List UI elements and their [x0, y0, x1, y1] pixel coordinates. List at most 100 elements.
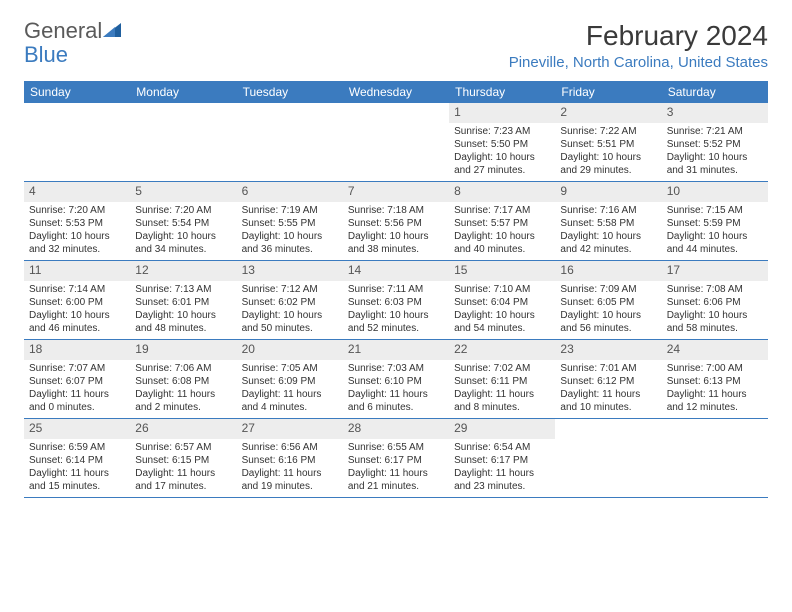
day-details: Sunrise: 7:23 AMSunset: 5:50 PMDaylight:… — [449, 123, 555, 181]
day-number: 26 — [130, 419, 236, 439]
day-number: 28 — [343, 419, 449, 439]
calendar-cell — [555, 419, 661, 497]
sunrise-line: Sunrise: 6:56 AM — [242, 441, 338, 454]
day-details: Sunrise: 6:54 AMSunset: 6:17 PMDaylight:… — [449, 439, 555, 497]
calendar-cell: 14Sunrise: 7:11 AMSunset: 6:03 PMDayligh… — [343, 261, 449, 339]
sunset-line: Sunset: 5:58 PM — [560, 217, 656, 230]
calendar-row: 4Sunrise: 7:20 AMSunset: 5:53 PMDaylight… — [24, 182, 768, 261]
sunrise-line: Sunrise: 7:20 AM — [29, 204, 125, 217]
calendar-cell — [662, 419, 768, 497]
daylight-line: Daylight: 10 hours and 48 minutes. — [135, 309, 231, 335]
day-number: 9 — [555, 182, 661, 202]
sunset-line: Sunset: 6:01 PM — [135, 296, 231, 309]
calendar-cell: 29Sunrise: 6:54 AMSunset: 6:17 PMDayligh… — [449, 419, 555, 497]
day-number: 14 — [343, 261, 449, 281]
sunset-line: Sunset: 5:53 PM — [29, 217, 125, 230]
daylight-line: Daylight: 10 hours and 46 minutes. — [29, 309, 125, 335]
logo-sail-icon — [103, 23, 123, 44]
daylight-line: Daylight: 11 hours and 6 minutes. — [348, 388, 444, 414]
logo-text-wrap: General Blue — [24, 20, 123, 67]
daylight-line: Daylight: 11 hours and 23 minutes. — [454, 467, 550, 493]
calendar-table: SundayMondayTuesdayWednesdayThursdayFrid… — [24, 81, 768, 498]
day-details: Sunrise: 7:09 AMSunset: 6:05 PMDaylight:… — [555, 281, 661, 339]
calendar-cell: 25Sunrise: 6:59 AMSunset: 6:14 PMDayligh… — [24, 419, 130, 497]
daylight-line: Daylight: 10 hours and 34 minutes. — [135, 230, 231, 256]
sunset-line: Sunset: 6:08 PM — [135, 375, 231, 388]
sunrise-line: Sunrise: 7:16 AM — [560, 204, 656, 217]
sunrise-line: Sunrise: 7:17 AM — [454, 204, 550, 217]
weekday-header: Tuesday — [237, 81, 343, 103]
day-number: 24 — [662, 340, 768, 360]
day-number: 18 — [24, 340, 130, 360]
sunset-line: Sunset: 5:59 PM — [667, 217, 763, 230]
calendar-row: 11Sunrise: 7:14 AMSunset: 6:00 PMDayligh… — [24, 261, 768, 340]
day-details: Sunrise: 7:19 AMSunset: 5:55 PMDaylight:… — [237, 202, 343, 260]
day-details: Sunrise: 7:08 AMSunset: 6:06 PMDaylight:… — [662, 281, 768, 339]
sunrise-line: Sunrise: 7:18 AM — [348, 204, 444, 217]
sunrise-line: Sunrise: 7:09 AM — [560, 283, 656, 296]
daylight-line: Daylight: 10 hours and 56 minutes. — [560, 309, 656, 335]
daylight-line: Daylight: 10 hours and 42 minutes. — [560, 230, 656, 256]
sunrise-line: Sunrise: 7:05 AM — [242, 362, 338, 375]
day-details: Sunrise: 7:13 AMSunset: 6:01 PMDaylight:… — [130, 281, 236, 339]
day-details: Sunrise: 7:10 AMSunset: 6:04 PMDaylight:… — [449, 281, 555, 339]
calendar-cell: 28Sunrise: 6:55 AMSunset: 6:17 PMDayligh… — [343, 419, 449, 497]
sunset-line: Sunset: 6:15 PM — [135, 454, 231, 467]
day-number: 6 — [237, 182, 343, 202]
sunrise-line: Sunrise: 7:14 AM — [29, 283, 125, 296]
sunrise-line: Sunrise: 7:08 AM — [667, 283, 763, 296]
calendar-header-row: SundayMondayTuesdayWednesdayThursdayFrid… — [24, 81, 768, 103]
day-number: 20 — [237, 340, 343, 360]
sunrise-line: Sunrise: 7:22 AM — [560, 125, 656, 138]
day-details: Sunrise: 6:55 AMSunset: 6:17 PMDaylight:… — [343, 439, 449, 497]
sunrise-line: Sunrise: 7:20 AM — [135, 204, 231, 217]
page-header: General Blue February 2024 Pineville, No… — [24, 20, 768, 71]
calendar-body: 1Sunrise: 7:23 AMSunset: 5:50 PMDaylight… — [24, 103, 768, 498]
daylight-line: Daylight: 11 hours and 4 minutes. — [242, 388, 338, 414]
day-number: 27 — [237, 419, 343, 439]
sunrise-line: Sunrise: 7:10 AM — [454, 283, 550, 296]
day-details: Sunrise: 7:06 AMSunset: 6:08 PMDaylight:… — [130, 360, 236, 418]
weekday-header: Thursday — [449, 81, 555, 103]
daylight-line: Daylight: 10 hours and 40 minutes. — [454, 230, 550, 256]
day-number: 29 — [449, 419, 555, 439]
weekday-header: Saturday — [662, 81, 768, 103]
day-details: Sunrise: 7:14 AMSunset: 6:00 PMDaylight:… — [24, 281, 130, 339]
sunset-line: Sunset: 5:54 PM — [135, 217, 231, 230]
calendar-cell: 22Sunrise: 7:02 AMSunset: 6:11 PMDayligh… — [449, 340, 555, 418]
daylight-line: Daylight: 10 hours and 36 minutes. — [242, 230, 338, 256]
brand-part1: General — [24, 18, 102, 43]
sunrise-line: Sunrise: 6:55 AM — [348, 441, 444, 454]
sunrise-line: Sunrise: 7:21 AM — [667, 125, 763, 138]
weekday-header: Sunday — [24, 81, 130, 103]
sunset-line: Sunset: 5:56 PM — [348, 217, 444, 230]
sunset-line: Sunset: 6:13 PM — [667, 375, 763, 388]
calendar-cell — [237, 103, 343, 181]
calendar-cell: 16Sunrise: 7:09 AMSunset: 6:05 PMDayligh… — [555, 261, 661, 339]
calendar-cell: 18Sunrise: 7:07 AMSunset: 6:07 PMDayligh… — [24, 340, 130, 418]
calendar-row: 25Sunrise: 6:59 AMSunset: 6:14 PMDayligh… — [24, 419, 768, 498]
day-details: Sunrise: 7:20 AMSunset: 5:54 PMDaylight:… — [130, 202, 236, 260]
sunrise-line: Sunrise: 6:57 AM — [135, 441, 231, 454]
day-details: Sunrise: 7:22 AMSunset: 5:51 PMDaylight:… — [555, 123, 661, 181]
calendar-row: 18Sunrise: 7:07 AMSunset: 6:07 PMDayligh… — [24, 340, 768, 419]
calendar-cell — [24, 103, 130, 181]
sunrise-line: Sunrise: 7:01 AM — [560, 362, 656, 375]
sunset-line: Sunset: 6:17 PM — [454, 454, 550, 467]
calendar-row: 1Sunrise: 7:23 AMSunset: 5:50 PMDaylight… — [24, 103, 768, 182]
sunset-line: Sunset: 6:17 PM — [348, 454, 444, 467]
day-number: 23 — [555, 340, 661, 360]
day-number: 16 — [555, 261, 661, 281]
daylight-line: Daylight: 10 hours and 38 minutes. — [348, 230, 444, 256]
sunset-line: Sunset: 6:00 PM — [29, 296, 125, 309]
daylight-line: Daylight: 11 hours and 10 minutes. — [560, 388, 656, 414]
calendar-cell: 2Sunrise: 7:22 AMSunset: 5:51 PMDaylight… — [555, 103, 661, 181]
title-block: February 2024 Pineville, North Carolina,… — [509, 20, 768, 71]
sunset-line: Sunset: 5:52 PM — [667, 138, 763, 151]
calendar-cell: 12Sunrise: 7:13 AMSunset: 6:01 PMDayligh… — [130, 261, 236, 339]
day-number: 5 — [130, 182, 236, 202]
daylight-line: Daylight: 11 hours and 17 minutes. — [135, 467, 231, 493]
day-number: 13 — [237, 261, 343, 281]
daylight-line: Daylight: 10 hours and 54 minutes. — [454, 309, 550, 335]
calendar-cell: 24Sunrise: 7:00 AMSunset: 6:13 PMDayligh… — [662, 340, 768, 418]
